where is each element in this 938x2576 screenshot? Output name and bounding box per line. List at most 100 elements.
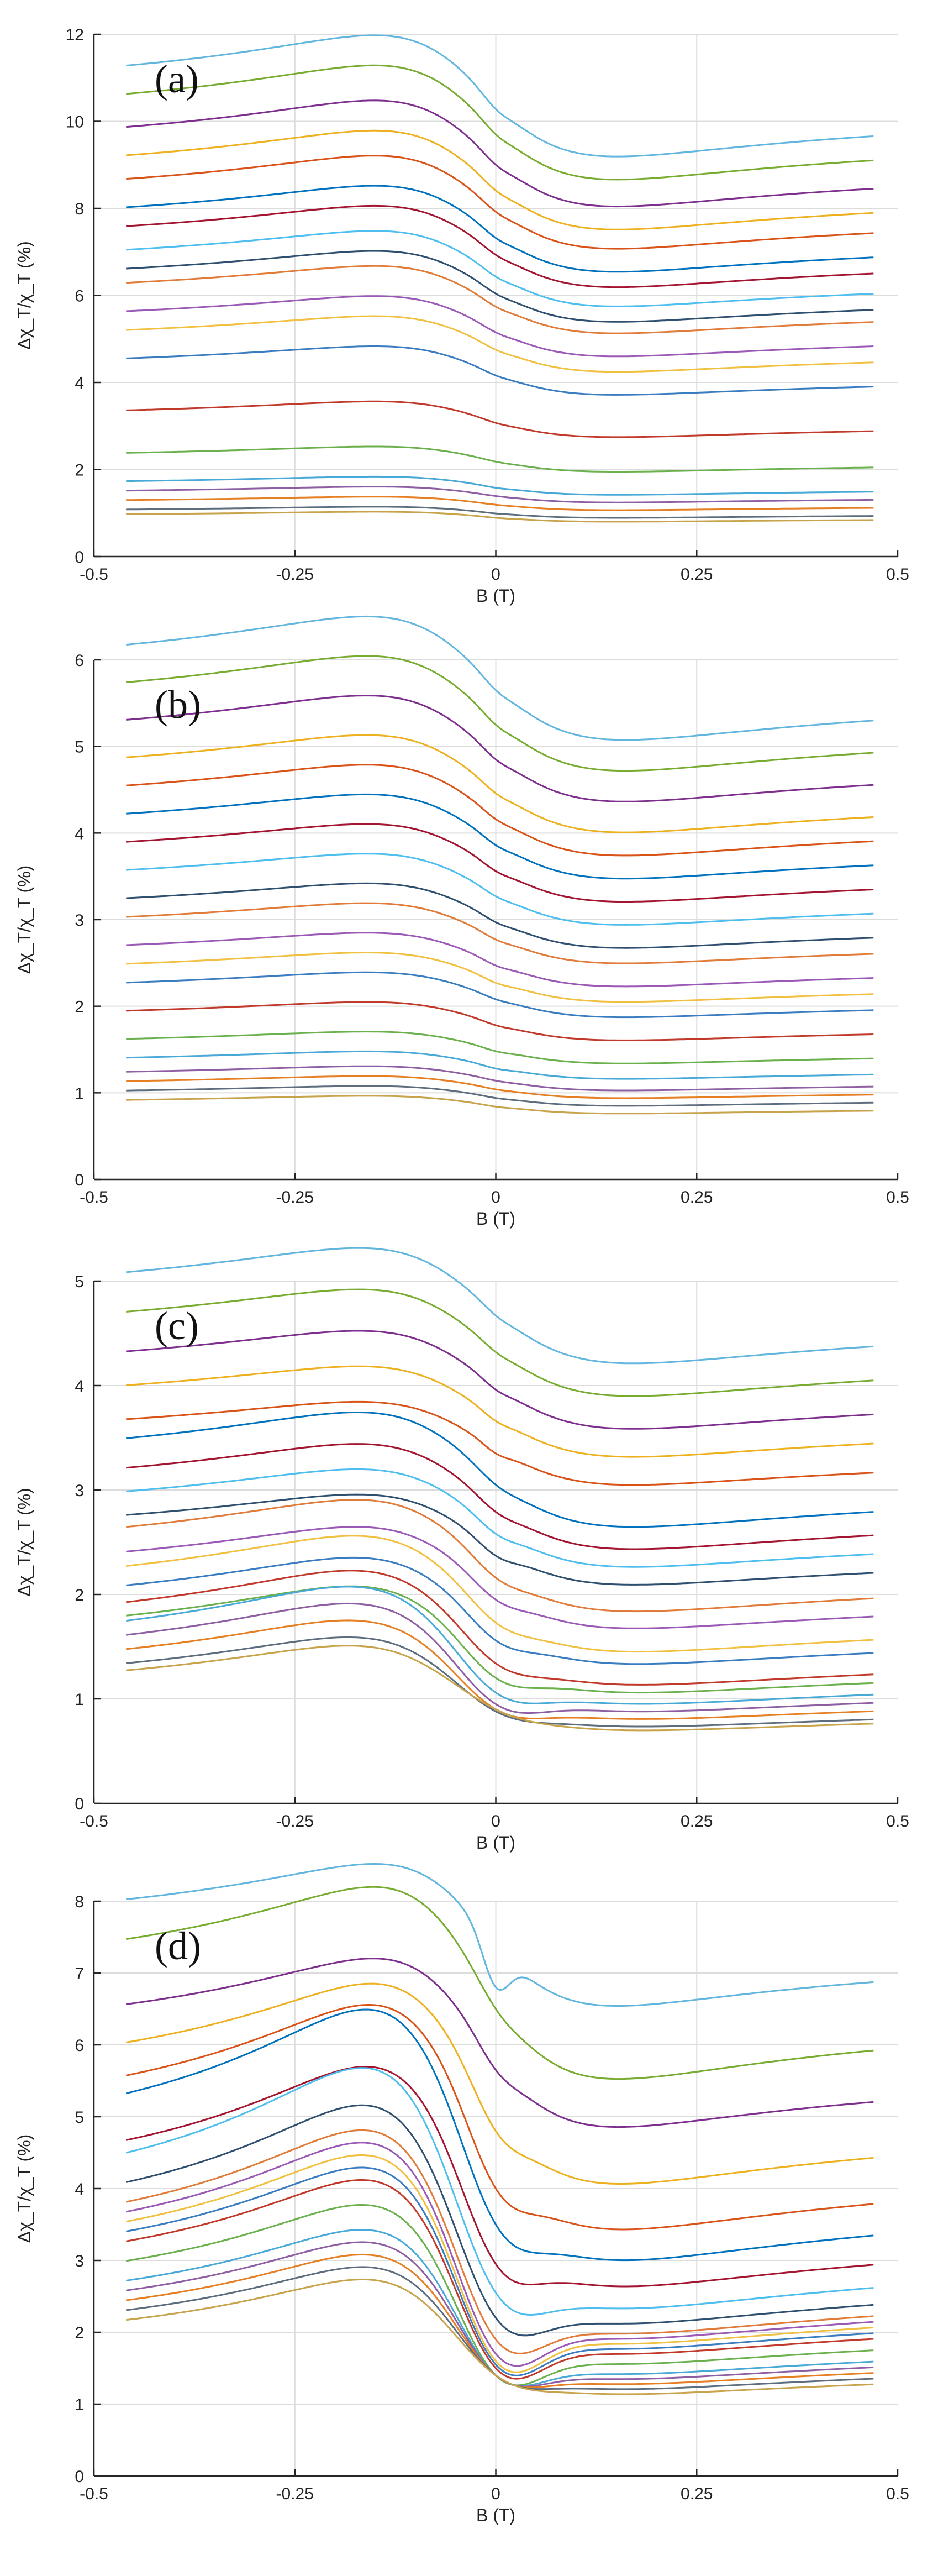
y-axis-title: Δχ_T/χ_T (%)	[14, 865, 34, 974]
y-tick-label: 5	[75, 738, 84, 757]
y-tick-label: 2	[75, 998, 84, 1016]
series-line	[126, 882, 874, 949]
x-tick-label: 0.5	[886, 2485, 909, 2503]
panel-label: (a)	[155, 57, 199, 101]
panel-label: (d)	[155, 1924, 201, 1968]
series-line	[126, 932, 874, 988]
x-tick-label: -0.25	[276, 565, 314, 584]
series-line	[125, 2067, 874, 2316]
series-line	[126, 295, 874, 358]
y-tick-label: 1	[75, 1691, 84, 1709]
series-line	[126, 400, 874, 438]
y-tick-label: 0	[75, 548, 84, 566]
x-tick-label: 0	[491, 565, 500, 584]
y-axis-title: Δχ_T/χ_T (%)	[14, 241, 34, 350]
y-tick-label: 5	[75, 2108, 84, 2127]
series-line	[126, 823, 874, 903]
series-line	[125, 2104, 874, 2337]
series-line	[126, 265, 874, 334]
y-tick-label: 8	[75, 200, 84, 218]
y-axis-title: Δχ_T/χ_T (%)	[14, 1488, 34, 1597]
series-line	[126, 345, 874, 396]
series-line	[126, 1645, 874, 1732]
series-line	[126, 694, 874, 802]
series-line	[126, 1602, 874, 1714]
x-tick-label: 0.25	[681, 1188, 713, 1206]
series-line	[125, 2179, 874, 2380]
series-line	[126, 1493, 874, 1586]
series-line	[126, 129, 874, 230]
series-line	[125, 2166, 874, 2376]
y-axis-title: Δχ_T/χ_T (%)	[14, 2134, 34, 2243]
series-line	[126, 1288, 874, 1397]
series-line	[126, 155, 874, 250]
series-line	[126, 230, 874, 307]
series-line	[126, 1586, 874, 1705]
series-line	[125, 2129, 874, 2354]
series-line	[126, 1585, 874, 1694]
x-axis-title: B (T)	[476, 586, 515, 606]
x-tick-label: 0	[491, 1188, 500, 1206]
series-line	[126, 1443, 874, 1550]
x-tick-label: -0.25	[276, 1812, 314, 1830]
series-line	[126, 655, 874, 772]
series-line	[126, 1365, 874, 1458]
x-tick-label: -0.5	[80, 1812, 108, 1830]
series-line	[126, 1636, 874, 1728]
x-tick-label: -0.5	[80, 2485, 108, 2503]
y-tick-label: 6	[75, 652, 84, 670]
x-tick-label: 0.25	[681, 2485, 713, 2503]
series-line	[126, 1958, 874, 2128]
series-line	[126, 1619, 874, 1720]
x-tick-label: -0.25	[276, 2485, 314, 2503]
panel-b: -0.5 -0.25 0 0.25 0.5 0 1 2 3 4 5 6 B (T) Δχ_T/χ_T (%…	[14, 615, 909, 1229]
series-line	[126, 853, 874, 926]
series-line	[126, 185, 874, 273]
series-line	[126, 99, 874, 208]
series-line	[126, 475, 874, 496]
series-line	[125, 1886, 874, 2080]
y-tick-label: 5	[75, 1273, 84, 1291]
x-axis-title: B (T)	[476, 2505, 515, 2525]
y-tick-label: 0	[75, 1171, 84, 1189]
series-line	[126, 1863, 874, 2007]
x-tick-label: 0.5	[886, 1812, 909, 1830]
series-line	[126, 1499, 874, 1613]
series-line	[125, 2229, 874, 2387]
y-tick-label: 6	[75, 287, 84, 306]
series-line	[126, 1526, 874, 1629]
series-line	[126, 734, 874, 833]
series-line	[126, 1065, 874, 1092]
panel-label: (b)	[155, 683, 201, 727]
x-tick-label: 0.25	[681, 565, 713, 584]
series-line	[126, 1001, 874, 1041]
series-line	[126, 315, 874, 373]
y-tick-label: 4	[75, 374, 84, 392]
series-line	[125, 2142, 874, 2367]
series-line	[125, 2003, 874, 2231]
series-line	[126, 971, 874, 1019]
series-line	[126, 1031, 874, 1064]
panel-c: -0.5 -0.25 0 0.25 0.5 0 1 2 3 4 5 B (T) Δχ_T/χ_T (%)…	[14, 1247, 909, 1853]
y-tick-label: 4	[75, 825, 84, 843]
y-tick-label: 6	[75, 2037, 84, 2055]
series-line	[126, 1535, 874, 1653]
y-tick-label: 10	[66, 113, 84, 132]
x-tick-label: 0.5	[886, 1188, 909, 1206]
y-tick-label: 1	[75, 1084, 84, 1103]
y-tick-label: 7	[75, 1965, 84, 1983]
series-line	[125, 2154, 874, 2373]
series-line	[126, 1412, 874, 1528]
series-line	[126, 793, 874, 880]
y-tick-label: 3	[75, 2252, 84, 2270]
y-tick-label: 12	[66, 26, 84, 44]
series-line	[125, 2008, 874, 2262]
y-tick-label: 2	[75, 2324, 84, 2342]
x-tick-label: 0.5	[886, 565, 909, 584]
y-tick-label: 4	[75, 2180, 84, 2199]
x-tick-label: 0	[491, 2485, 500, 2503]
series-line	[126, 1468, 874, 1568]
panel-label: (c)	[155, 1304, 199, 1348]
y-tick-label: 1	[75, 2396, 84, 2414]
